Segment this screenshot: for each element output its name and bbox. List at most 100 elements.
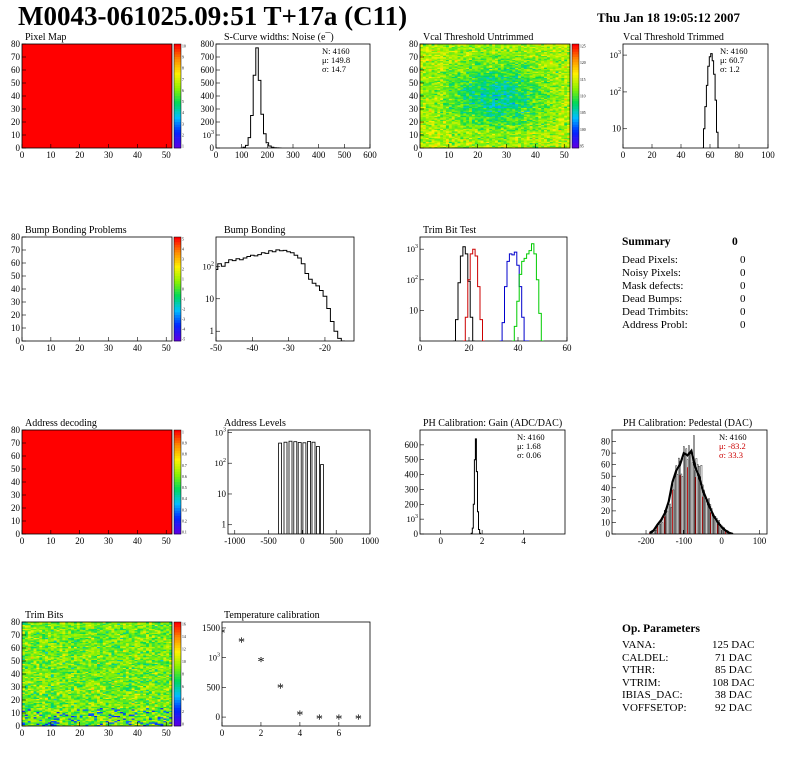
heatmap-cell xyxy=(532,94,536,97)
heatmap-cell xyxy=(500,140,504,142)
heatmap-cell xyxy=(492,47,496,50)
heatmap-cell xyxy=(463,98,467,101)
colorbar-cell xyxy=(174,244,181,248)
heatmap-cell xyxy=(549,71,553,73)
heatmap-cell xyxy=(434,50,438,53)
heatmap-cell xyxy=(486,136,490,138)
heatmap-cell xyxy=(486,67,490,69)
heatmap-cell xyxy=(483,54,487,56)
heatmap-cell xyxy=(512,55,516,58)
heatmap-cell xyxy=(535,93,539,95)
heatmap-cell xyxy=(552,96,556,98)
heatmap-cell xyxy=(526,105,530,107)
heatmap-cell xyxy=(523,66,528,68)
heatmap-cell xyxy=(512,54,516,56)
heatmap-cell xyxy=(428,45,432,47)
heatmap-cell xyxy=(492,133,496,136)
heatmap-cell xyxy=(111,724,115,727)
y-tick-label: 60 xyxy=(409,65,419,75)
heatmap-cell xyxy=(460,77,464,80)
heatmap-cell xyxy=(523,84,528,86)
heatmap-cell xyxy=(529,105,533,107)
heatmap-cell xyxy=(520,119,525,121)
heatmap-cell xyxy=(541,62,545,64)
heatmap-cell xyxy=(518,128,522,131)
heatmap-cell xyxy=(520,88,525,90)
heatmap-cell xyxy=(495,102,499,105)
heatmap-cell xyxy=(523,127,528,129)
y-tick-label: 60 xyxy=(11,258,21,268)
heatmap-cell xyxy=(425,79,429,81)
heatmap-cell xyxy=(497,123,502,125)
heatmap-cell xyxy=(474,76,478,79)
heatmap-cell xyxy=(420,118,424,120)
heatmap-cell xyxy=(428,138,432,141)
heatmap-cell xyxy=(466,141,470,144)
heatmap-cell xyxy=(131,723,135,725)
heatmap-cell xyxy=(520,72,525,75)
heatmap-cell xyxy=(431,51,435,54)
heatmap-cell xyxy=(495,86,499,89)
heatmap-cell xyxy=(558,97,562,99)
colorbar-cell xyxy=(174,328,181,331)
heatmap-cell xyxy=(440,85,444,88)
heatmap-cell xyxy=(466,111,470,114)
colorbar-cell xyxy=(174,54,181,58)
heatmap-cell xyxy=(555,129,559,132)
heatmap-cell xyxy=(526,110,530,112)
heatmap-cell xyxy=(512,86,516,89)
heatmap-cell xyxy=(457,102,461,105)
heatmap-cell xyxy=(529,135,533,137)
heatmap-cell xyxy=(469,62,473,64)
heatmap-cell xyxy=(541,50,545,53)
heatmap-cell xyxy=(480,83,484,85)
heatmap-cell xyxy=(434,138,438,141)
heatmap-cell xyxy=(512,49,516,51)
heatmap-cell xyxy=(552,53,556,55)
spike-bar xyxy=(297,442,302,534)
heatmap-cell xyxy=(445,80,450,82)
heatmap-cell xyxy=(512,144,516,146)
heatmap-cell xyxy=(425,106,429,108)
heatmap-cell xyxy=(518,63,522,66)
heatmap-cell xyxy=(486,59,490,62)
heatmap-cell xyxy=(483,55,487,58)
heatmap-cell xyxy=(431,64,435,67)
heatmap-cell xyxy=(512,80,516,82)
heatmap-cell xyxy=(509,45,513,47)
heatmap-cell xyxy=(526,146,530,149)
heatmap-cell xyxy=(434,123,438,125)
colorbar-tick-label: 1 xyxy=(182,431,184,435)
heatmap-cell xyxy=(509,132,513,134)
heatmap-cell xyxy=(422,67,427,69)
heatmap-cell xyxy=(497,88,502,90)
heatmap-cell xyxy=(492,60,496,63)
heatmap-cell xyxy=(483,118,487,120)
heatmap-cell xyxy=(518,114,522,116)
x-tick-label: -20 xyxy=(319,343,331,353)
heatmap-cell xyxy=(497,72,502,75)
colorbar-cell xyxy=(174,510,181,514)
heatmap-cell xyxy=(549,60,553,63)
heatmap-cell xyxy=(541,84,545,86)
colorbar-cell xyxy=(174,140,181,144)
heatmap-cell xyxy=(564,133,568,136)
heatmap-cell xyxy=(443,63,447,66)
heatmap-cell xyxy=(469,103,473,106)
heatmap-cell xyxy=(440,115,444,118)
heatmap-cell xyxy=(437,58,441,60)
heatmap-cell xyxy=(489,133,493,136)
heatmap-cell xyxy=(483,127,487,129)
heatmap-cell xyxy=(45,724,49,727)
heatmap-cell xyxy=(425,124,429,127)
heatmap-cell xyxy=(480,44,484,46)
heatmap-cell xyxy=(469,46,473,49)
heatmap-cell xyxy=(448,142,453,145)
heatmap-cell xyxy=(454,114,458,116)
heatmap-cell xyxy=(434,80,438,82)
heatmap-cell xyxy=(549,140,553,142)
heatmap-cell xyxy=(558,136,562,138)
heatmap-cell xyxy=(523,136,528,138)
heatmap-cell xyxy=(460,136,464,138)
